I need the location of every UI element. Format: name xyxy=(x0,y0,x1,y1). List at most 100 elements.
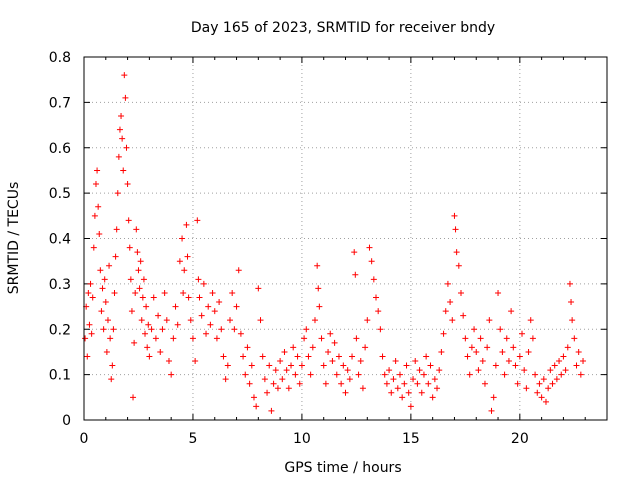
data-point xyxy=(121,72,128,79)
data-point xyxy=(436,367,443,374)
data-point xyxy=(115,153,122,160)
data-point xyxy=(120,167,127,174)
data-point xyxy=(127,276,134,283)
data-point xyxy=(227,317,234,324)
data-point xyxy=(540,376,547,383)
data-point xyxy=(460,312,467,319)
y-tick-label: 0.2 xyxy=(49,322,71,338)
data-point xyxy=(381,371,388,378)
data-point xyxy=(246,380,253,387)
data-point xyxy=(457,289,464,296)
data-point xyxy=(453,249,460,256)
data-point xyxy=(270,380,277,387)
data-point xyxy=(272,367,279,374)
data-point xyxy=(104,317,111,324)
data-point xyxy=(189,335,196,342)
data-point xyxy=(327,330,334,337)
data-point xyxy=(399,394,406,401)
data-point xyxy=(192,358,199,365)
data-point xyxy=(359,385,366,392)
data-point xyxy=(124,181,131,188)
data-point xyxy=(288,362,295,369)
data-point xyxy=(244,344,251,351)
data-point xyxy=(145,321,152,328)
data-point xyxy=(144,344,151,351)
x-tick-label: 15 xyxy=(402,431,420,447)
data-point xyxy=(87,280,94,287)
data-point xyxy=(102,299,109,306)
data-point xyxy=(135,267,142,274)
data-point xyxy=(333,371,340,378)
data-point xyxy=(352,271,359,278)
data-point xyxy=(383,380,390,387)
data-point xyxy=(195,276,202,283)
data-point xyxy=(335,353,342,360)
data-point xyxy=(311,317,318,324)
data-point xyxy=(281,348,288,355)
data-point xyxy=(431,376,438,383)
data-point xyxy=(86,321,93,328)
data-point xyxy=(390,376,397,383)
data-point xyxy=(220,353,227,360)
data-point xyxy=(114,190,121,197)
data-point xyxy=(94,167,101,174)
data-point xyxy=(314,262,321,269)
data-point xyxy=(231,326,238,333)
data-point xyxy=(205,303,212,310)
data-point xyxy=(209,289,216,296)
data-point xyxy=(449,317,456,324)
data-point xyxy=(96,230,103,237)
data-point xyxy=(294,353,301,360)
data-point xyxy=(420,371,427,378)
data-point xyxy=(168,371,175,378)
data-point xyxy=(292,371,299,378)
data-point xyxy=(309,344,316,351)
data-point xyxy=(545,385,552,392)
data-point xyxy=(255,285,262,292)
y-tick-label: 0.4 xyxy=(49,232,71,248)
data-point xyxy=(119,135,126,142)
data-point xyxy=(486,317,493,324)
data-point xyxy=(501,371,508,378)
data-point xyxy=(386,367,393,374)
data-point xyxy=(142,330,149,337)
data-point xyxy=(132,289,139,296)
data-point xyxy=(503,335,510,342)
data-point xyxy=(183,221,190,228)
data-point xyxy=(187,317,194,324)
data-point xyxy=(464,353,471,360)
data-point xyxy=(573,362,580,369)
data-point xyxy=(250,394,257,401)
data-point xyxy=(322,380,329,387)
y-axis-label: SRMTID / TECUs xyxy=(6,182,22,295)
data-point xyxy=(551,362,558,369)
data-point xyxy=(523,385,530,392)
x-tick-label: 10 xyxy=(293,431,311,447)
data-point xyxy=(527,317,534,324)
data-point xyxy=(277,358,284,365)
data-point xyxy=(257,317,264,324)
data-point xyxy=(562,367,569,374)
data-point xyxy=(165,358,172,365)
data-point xyxy=(468,344,475,351)
data-point xyxy=(516,353,523,360)
data-point xyxy=(338,380,345,387)
data-point xyxy=(351,249,358,256)
data-point xyxy=(211,308,218,315)
x-axis-label: GPS time / hours xyxy=(284,460,401,476)
y-tick-labels: 0 0.1 0.2 0.3 0.4 0.5 0.6 0.7 0.8 xyxy=(49,50,71,429)
data-point xyxy=(377,326,384,333)
data-point xyxy=(143,303,150,310)
data-point xyxy=(410,376,417,383)
data-point xyxy=(85,289,92,296)
data-point xyxy=(477,335,484,342)
data-point xyxy=(174,321,181,328)
data-point xyxy=(126,244,133,251)
data-point xyxy=(442,308,449,315)
data-point xyxy=(264,389,271,396)
data-point xyxy=(394,385,401,392)
y-tick-label: 0.7 xyxy=(49,95,71,111)
data-point xyxy=(133,226,140,233)
data-point xyxy=(259,353,266,360)
